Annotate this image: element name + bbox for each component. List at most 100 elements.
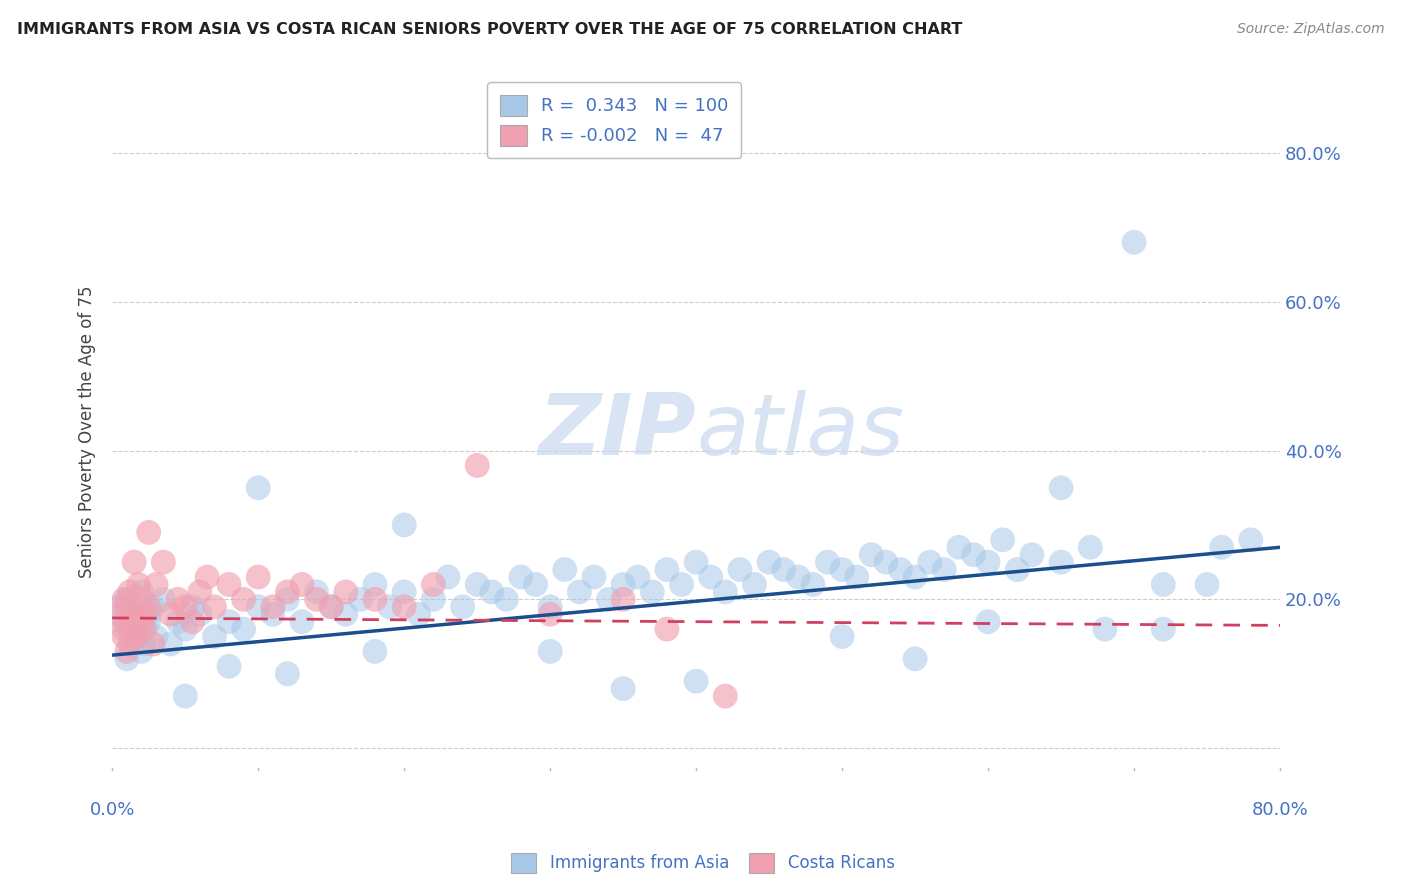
Point xyxy=(714,585,737,599)
Point xyxy=(392,518,415,533)
Point xyxy=(1050,481,1073,495)
Point xyxy=(1094,622,1116,636)
Text: 80.0%: 80.0% xyxy=(1251,801,1309,819)
Point xyxy=(115,599,138,614)
Point xyxy=(159,607,181,622)
Point xyxy=(977,615,1000,629)
Point xyxy=(831,563,853,577)
Point xyxy=(787,570,810,584)
Point xyxy=(934,563,956,577)
Point xyxy=(118,637,141,651)
Point xyxy=(134,607,156,622)
Point xyxy=(108,607,131,622)
Text: atlas: atlas xyxy=(696,391,904,474)
Point xyxy=(291,615,314,629)
Point xyxy=(188,585,211,599)
Point xyxy=(451,599,474,614)
Point xyxy=(1007,563,1029,577)
Point xyxy=(128,577,150,591)
Point xyxy=(138,599,160,614)
Point xyxy=(276,666,298,681)
Point xyxy=(481,585,503,599)
Point xyxy=(772,563,794,577)
Point xyxy=(889,563,911,577)
Point xyxy=(188,607,211,622)
Point xyxy=(538,607,561,622)
Point xyxy=(122,607,145,622)
Point xyxy=(262,607,284,622)
Point xyxy=(364,592,387,607)
Point xyxy=(276,592,298,607)
Point xyxy=(118,585,141,599)
Text: IMMIGRANTS FROM ASIA VS COSTA RICAN SENIORS POVERTY OVER THE AGE OF 75 CORRELATI: IMMIGRANTS FROM ASIA VS COSTA RICAN SENI… xyxy=(17,22,962,37)
Point xyxy=(904,652,927,666)
Point xyxy=(685,674,707,689)
Point xyxy=(655,563,678,577)
Point xyxy=(247,599,270,614)
Point xyxy=(118,622,141,636)
Point xyxy=(218,615,240,629)
Point xyxy=(700,570,723,584)
Point xyxy=(112,622,135,636)
Point xyxy=(1211,541,1233,555)
Point xyxy=(122,607,145,622)
Point xyxy=(392,585,415,599)
Point xyxy=(134,637,156,651)
Point xyxy=(131,644,153,658)
Point xyxy=(142,599,165,614)
Point xyxy=(1152,622,1174,636)
Point xyxy=(1021,548,1043,562)
Point xyxy=(671,577,693,591)
Point xyxy=(174,599,197,614)
Point xyxy=(758,555,780,569)
Point xyxy=(378,599,401,614)
Point xyxy=(728,563,751,577)
Point xyxy=(131,585,153,599)
Point xyxy=(641,585,664,599)
Point xyxy=(1240,533,1263,547)
Text: ZIP: ZIP xyxy=(538,391,696,474)
Point xyxy=(181,615,204,629)
Point xyxy=(335,607,357,622)
Point xyxy=(262,599,284,614)
Point xyxy=(218,659,240,673)
Point xyxy=(554,563,576,577)
Point xyxy=(247,570,270,584)
Point xyxy=(174,622,197,636)
Point xyxy=(159,637,181,651)
Point xyxy=(305,585,328,599)
Point xyxy=(1152,577,1174,591)
Point xyxy=(598,592,620,607)
Point xyxy=(112,630,135,644)
Point xyxy=(138,607,160,622)
Point xyxy=(991,533,1014,547)
Point xyxy=(128,630,150,644)
Point xyxy=(538,599,561,614)
Point xyxy=(131,615,153,629)
Point xyxy=(582,570,605,584)
Point xyxy=(875,555,897,569)
Point xyxy=(232,592,254,607)
Point xyxy=(408,607,430,622)
Point xyxy=(122,555,145,569)
Point xyxy=(305,592,328,607)
Point xyxy=(977,555,1000,569)
Legend: R =  0.343   N = 100, R = -0.002   N =  47: R = 0.343 N = 100, R = -0.002 N = 47 xyxy=(488,82,741,158)
Point xyxy=(321,599,343,614)
Point xyxy=(115,644,138,658)
Point xyxy=(167,592,190,607)
Point xyxy=(122,622,145,636)
Point xyxy=(321,599,343,614)
Point xyxy=(962,548,984,562)
Point xyxy=(655,622,678,636)
Point xyxy=(627,570,650,584)
Point xyxy=(364,577,387,591)
Point xyxy=(232,622,254,636)
Point xyxy=(817,555,839,569)
Point xyxy=(904,570,927,584)
Point xyxy=(1123,235,1146,250)
Point xyxy=(108,599,131,614)
Point xyxy=(568,585,591,599)
Point xyxy=(181,599,204,614)
Point xyxy=(218,577,240,591)
